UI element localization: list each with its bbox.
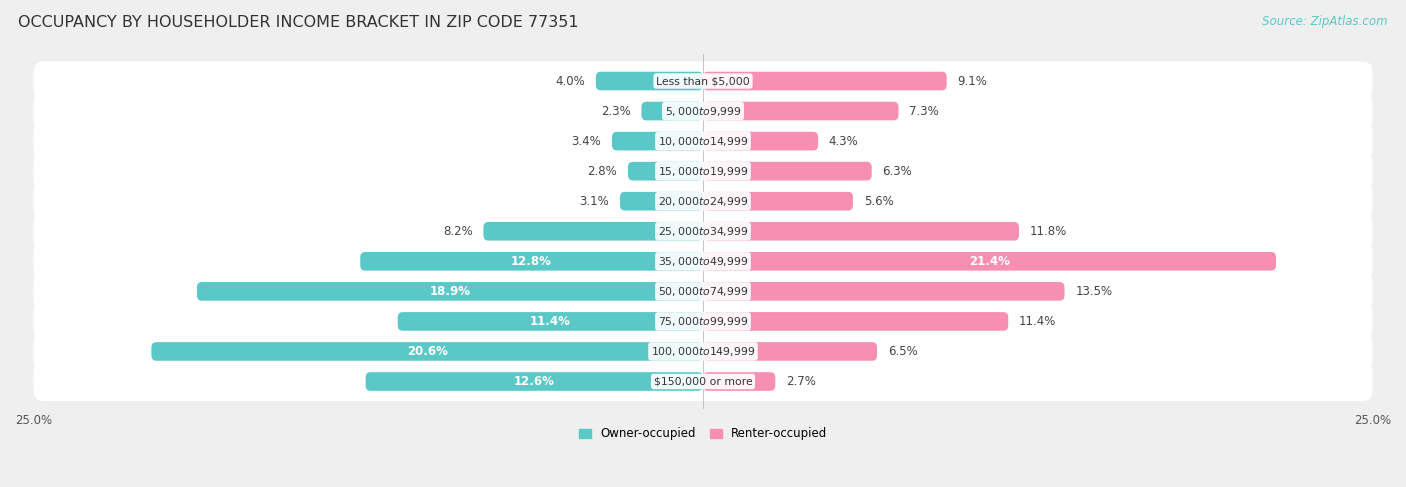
FancyBboxPatch shape (366, 372, 703, 391)
FancyBboxPatch shape (34, 92, 1372, 131)
FancyBboxPatch shape (34, 122, 1372, 161)
Text: $75,000 to $99,999: $75,000 to $99,999 (658, 315, 748, 328)
Text: 2.8%: 2.8% (588, 165, 617, 178)
FancyBboxPatch shape (34, 272, 1372, 311)
FancyBboxPatch shape (703, 192, 853, 210)
Text: 5.6%: 5.6% (863, 195, 893, 208)
Text: 12.6%: 12.6% (513, 375, 555, 388)
FancyBboxPatch shape (703, 72, 946, 90)
Text: 11.8%: 11.8% (1029, 225, 1067, 238)
FancyBboxPatch shape (703, 252, 1277, 271)
Text: 4.0%: 4.0% (555, 75, 585, 88)
FancyBboxPatch shape (152, 342, 703, 361)
Text: $25,000 to $34,999: $25,000 to $34,999 (658, 225, 748, 238)
FancyBboxPatch shape (484, 222, 703, 241)
FancyBboxPatch shape (641, 102, 703, 120)
Text: Less than $5,000: Less than $5,000 (657, 76, 749, 86)
Text: $35,000 to $49,999: $35,000 to $49,999 (658, 255, 748, 268)
FancyBboxPatch shape (628, 162, 703, 181)
FancyBboxPatch shape (34, 302, 1372, 341)
Text: 4.3%: 4.3% (830, 134, 859, 148)
Text: 8.2%: 8.2% (443, 225, 472, 238)
FancyBboxPatch shape (34, 362, 1372, 401)
Text: 2.7%: 2.7% (786, 375, 815, 388)
Text: 21.4%: 21.4% (969, 255, 1010, 268)
Text: Source: ZipAtlas.com: Source: ZipAtlas.com (1263, 15, 1388, 28)
FancyBboxPatch shape (34, 182, 1372, 221)
Text: 13.5%: 13.5% (1076, 285, 1112, 298)
Text: $150,000 or more: $150,000 or more (654, 376, 752, 387)
Text: 18.9%: 18.9% (429, 285, 471, 298)
Text: $50,000 to $74,999: $50,000 to $74,999 (658, 285, 748, 298)
Text: $10,000 to $14,999: $10,000 to $14,999 (658, 134, 748, 148)
FancyBboxPatch shape (596, 72, 703, 90)
FancyBboxPatch shape (34, 61, 1372, 101)
Text: 20.6%: 20.6% (406, 345, 447, 358)
FancyBboxPatch shape (703, 312, 1008, 331)
FancyBboxPatch shape (703, 132, 818, 150)
FancyBboxPatch shape (620, 192, 703, 210)
FancyBboxPatch shape (34, 151, 1372, 191)
Text: $15,000 to $19,999: $15,000 to $19,999 (658, 165, 748, 178)
Text: 11.4%: 11.4% (1019, 315, 1056, 328)
FancyBboxPatch shape (703, 282, 1064, 300)
FancyBboxPatch shape (703, 222, 1019, 241)
FancyBboxPatch shape (34, 212, 1372, 251)
FancyBboxPatch shape (197, 282, 703, 300)
FancyBboxPatch shape (34, 332, 1372, 371)
FancyBboxPatch shape (703, 102, 898, 120)
Text: 9.1%: 9.1% (957, 75, 987, 88)
FancyBboxPatch shape (703, 372, 775, 391)
Text: 12.8%: 12.8% (512, 255, 553, 268)
FancyBboxPatch shape (703, 342, 877, 361)
Text: $100,000 to $149,999: $100,000 to $149,999 (651, 345, 755, 358)
Text: $20,000 to $24,999: $20,000 to $24,999 (658, 195, 748, 208)
Text: OCCUPANCY BY HOUSEHOLDER INCOME BRACKET IN ZIP CODE 77351: OCCUPANCY BY HOUSEHOLDER INCOME BRACKET … (18, 15, 579, 30)
FancyBboxPatch shape (34, 242, 1372, 281)
FancyBboxPatch shape (612, 132, 703, 150)
Text: 2.3%: 2.3% (600, 105, 631, 117)
Text: 6.5%: 6.5% (887, 345, 918, 358)
Text: 7.3%: 7.3% (910, 105, 939, 117)
Text: 6.3%: 6.3% (883, 165, 912, 178)
Text: 3.1%: 3.1% (579, 195, 609, 208)
Text: 3.4%: 3.4% (571, 134, 602, 148)
Text: 11.4%: 11.4% (530, 315, 571, 328)
FancyBboxPatch shape (398, 312, 703, 331)
FancyBboxPatch shape (703, 162, 872, 181)
Text: $5,000 to $9,999: $5,000 to $9,999 (665, 105, 741, 117)
Legend: Owner-occupied, Renter-occupied: Owner-occupied, Renter-occupied (574, 423, 832, 445)
FancyBboxPatch shape (360, 252, 703, 271)
